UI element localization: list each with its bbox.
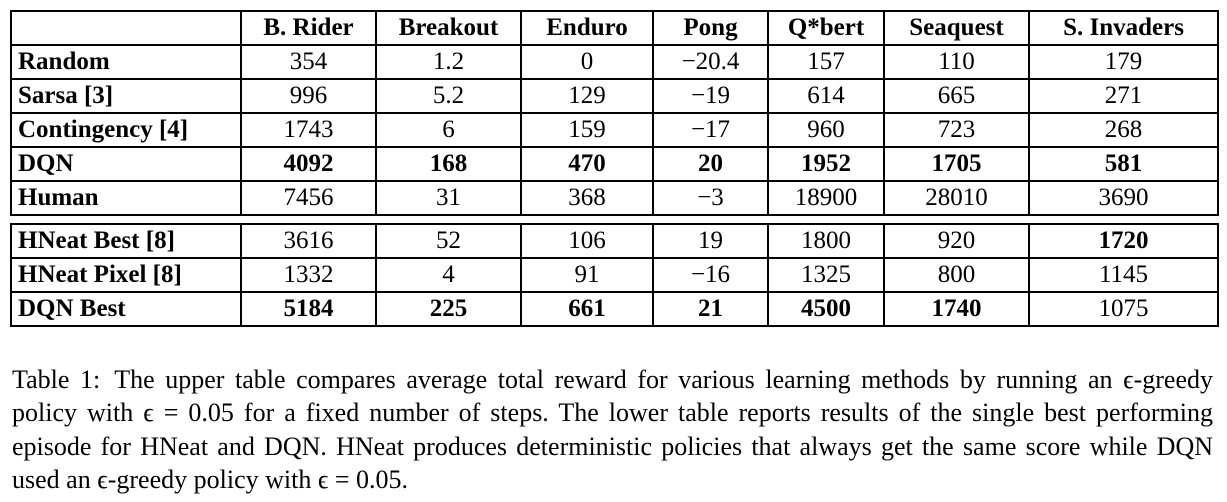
value-cell: 20 xyxy=(652,146,769,182)
value-cell: 661 xyxy=(520,291,654,327)
value-cell: 129 xyxy=(520,78,654,114)
value-cell: 18900 xyxy=(767,180,885,216)
value-cell: −16 xyxy=(652,257,769,293)
table-header: B. Rider Breakout Enduro Pong Q*bert Seaquest… xyxy=(10,10,1219,46)
row-label: DQN Best xyxy=(10,291,242,327)
value-cell: 1.2 xyxy=(375,44,522,80)
value-cell: 4092 xyxy=(240,146,377,182)
column-header: Seaquest xyxy=(883,10,1030,46)
row-label: Contingency [4] xyxy=(10,112,242,148)
value-cell: 91 xyxy=(520,257,654,293)
column-header: S. Invaders xyxy=(1028,10,1219,46)
value-cell: 179 xyxy=(1028,44,1219,80)
header-row: B. Rider Breakout Enduro Pong Q*bert Seaquest… xyxy=(10,10,1219,46)
value-cell: 0 xyxy=(520,44,654,80)
value-cell: 106 xyxy=(520,223,654,259)
results-table-upper: B. Rider Breakout Enduro Pong Q*bert Seaquest… xyxy=(10,10,1219,216)
corner-cell xyxy=(10,10,242,46)
value-cell: 470 xyxy=(520,146,654,182)
column-header: B. Rider xyxy=(240,10,377,46)
value-cell: 268 xyxy=(1028,112,1219,148)
value-cell: 581 xyxy=(1028,146,1219,182)
lower-table-body: HNeat Best [8] 3616 52 106 19 1800 920 1720 HNea… xyxy=(10,223,1219,327)
value-cell: 7456 xyxy=(240,180,377,216)
value-cell: 4 xyxy=(375,257,522,293)
upper-table-body: Random 354 1.2 0 −20.4 157 110 179 Sarsa [3] 996 5… xyxy=(10,44,1219,216)
column-header: Pong xyxy=(652,10,769,46)
value-cell: 665 xyxy=(883,78,1030,114)
value-cell: 271 xyxy=(1028,78,1219,114)
value-cell: −17 xyxy=(652,112,769,148)
results-table-lower: HNeat Best [8] 3616 52 106 19 1800 920 1720 HNea… xyxy=(10,223,1219,327)
table-row: Sarsa [3] 996 5.2 129 −19 614 665 271 xyxy=(10,78,1219,114)
value-cell: 723 xyxy=(883,112,1030,148)
row-label: HNeat Pixel [8] xyxy=(10,257,242,293)
value-cell: 6 xyxy=(375,112,522,148)
value-cell: 1740 xyxy=(883,291,1030,327)
row-label: Random xyxy=(10,44,242,80)
value-cell: 1952 xyxy=(767,146,885,182)
value-cell: 28010 xyxy=(883,180,1030,216)
value-cell: 5184 xyxy=(240,291,377,327)
caption-text: The upper table compares average total r… xyxy=(12,365,1214,494)
value-cell: 920 xyxy=(883,223,1030,259)
caption-label: Table 1: xyxy=(12,365,101,394)
row-label: DQN xyxy=(10,146,242,182)
table-row: DQN 4092 168 470 20 1952 1705 581 xyxy=(10,146,1219,182)
value-cell: 19 xyxy=(652,223,769,259)
value-cell: 1743 xyxy=(240,112,377,148)
value-cell: 1075 xyxy=(1028,291,1219,327)
column-header: Breakout xyxy=(375,10,522,46)
table-row: HNeat Best [8] 3616 52 106 19 1800 920 1720 xyxy=(10,223,1219,259)
value-cell: 5.2 xyxy=(375,78,522,114)
value-cell: 614 xyxy=(767,78,885,114)
value-cell: 1800 xyxy=(767,223,885,259)
value-cell: 368 xyxy=(520,180,654,216)
value-cell: 52 xyxy=(375,223,522,259)
value-cell: 1720 xyxy=(1028,223,1219,259)
value-cell: 1332 xyxy=(240,257,377,293)
value-cell: 225 xyxy=(375,291,522,327)
value-cell: 3690 xyxy=(1028,180,1219,216)
value-cell: −19 xyxy=(652,78,769,114)
column-header: Enduro xyxy=(520,10,654,46)
column-header: Q*bert xyxy=(767,10,885,46)
value-cell: 800 xyxy=(883,257,1030,293)
value-cell: 31 xyxy=(375,180,522,216)
row-label: Human xyxy=(10,180,242,216)
value-cell: 157 xyxy=(767,44,885,80)
table-row: DQN Best 5184 225 661 21 4500 1740 1075 xyxy=(10,291,1219,327)
value-cell: 996 xyxy=(240,78,377,114)
table-caption: Table 1: The upper table compares average… xyxy=(12,363,1213,496)
table-row: Human 7456 31 368 −3 18900 28010 3690 xyxy=(10,180,1219,216)
value-cell: 354 xyxy=(240,44,377,80)
value-cell: 4500 xyxy=(767,291,885,327)
row-label: HNeat Best [8] xyxy=(10,223,242,259)
value-cell: 1705 xyxy=(883,146,1030,182)
row-label: Sarsa [3] xyxy=(10,78,242,114)
table-row: Random 354 1.2 0 −20.4 157 110 179 xyxy=(10,44,1219,80)
value-cell: 1325 xyxy=(767,257,885,293)
value-cell: −3 xyxy=(652,180,769,216)
table-row: Contingency [4] 1743 6 159 −17 960 723 268 xyxy=(10,112,1219,148)
table-row: HNeat Pixel [8] 1332 4 91 −16 1325 800 1145 xyxy=(10,257,1219,293)
value-cell: 3616 xyxy=(240,223,377,259)
value-cell: 168 xyxy=(375,146,522,182)
value-cell: 1145 xyxy=(1028,257,1219,293)
value-cell: 21 xyxy=(652,291,769,327)
value-cell: 110 xyxy=(883,44,1030,80)
value-cell: −20.4 xyxy=(652,44,769,80)
value-cell: 960 xyxy=(767,112,885,148)
value-cell: 159 xyxy=(520,112,654,148)
